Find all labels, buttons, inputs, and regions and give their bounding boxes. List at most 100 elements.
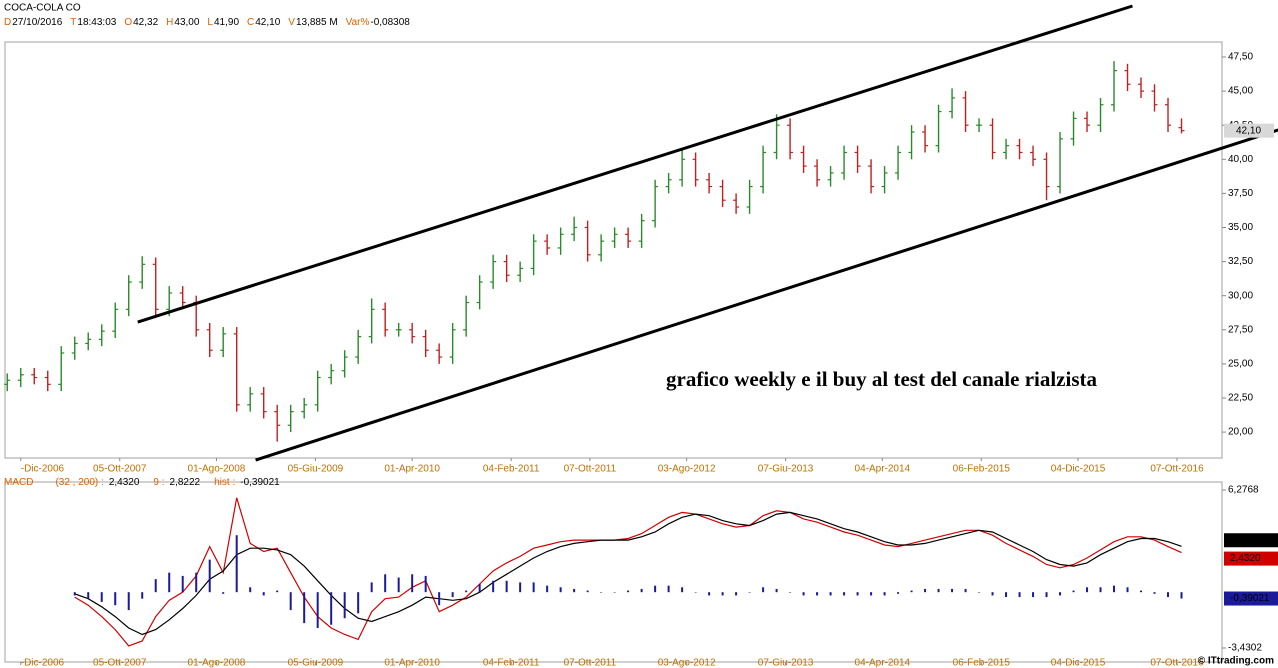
hist-bar <box>546 585 549 593</box>
hist-bar <box>802 592 805 596</box>
hist-bar <box>222 592 225 594</box>
x-tick-label: 01-Apr-2010 <box>384 464 440 475</box>
x-tick-label: -Dic-2006 <box>21 464 65 475</box>
hist-bar <box>600 592 603 593</box>
field-key: C <box>247 17 254 28</box>
hist-bar <box>1018 592 1021 598</box>
x-tick-label: 03-Ago-2012 <box>658 464 716 475</box>
y-tick-label: 20,00 <box>1228 427 1253 438</box>
hist-bar <box>492 580 495 593</box>
field-value: 42,32 <box>133 17 158 28</box>
hist-bar <box>1032 592 1035 598</box>
hist-bar <box>1045 592 1048 598</box>
hist-bar <box>1072 590 1075 593</box>
y-tick-label: 32,50 <box>1228 256 1253 267</box>
y-tick-label: 47,50 <box>1228 52 1253 63</box>
series-name: (32 , 200) : <box>55 477 103 488</box>
x-tick-label: 05-Giu-2009 <box>288 464 344 475</box>
y-tick-label: 37,50 <box>1228 188 1253 199</box>
hist-bar <box>249 587 252 593</box>
hist-bar <box>1140 590 1143 593</box>
hist-bar <box>735 592 738 596</box>
y-tick-label: 27,50 <box>1228 324 1253 335</box>
series-name: hist : <box>214 477 235 488</box>
hist-bar <box>1167 592 1170 598</box>
y-tick-label: -3,4302 <box>1228 643 1262 654</box>
header-line: D27/10/2016 T18:43:03 O42,32 H43,00 L41,90 C4… <box>4 17 410 28</box>
last-value-label: -0,39021 <box>1230 593 1270 604</box>
hist-bar <box>883 592 886 596</box>
hist-bar <box>1180 592 1183 599</box>
hist-bar <box>910 590 913 593</box>
x-tick-label: 04-Feb-2011 <box>483 658 540 668</box>
hist-bar <box>195 572 198 593</box>
hist-bar <box>465 590 468 593</box>
hist-bar <box>330 592 333 625</box>
hist-bar <box>262 592 265 596</box>
last-price-box <box>1224 123 1274 138</box>
field-value: 42,10 <box>255 17 280 28</box>
hist-bar <box>964 588 967 593</box>
series-last: 2,4320 <box>109 477 140 488</box>
hist-bar <box>897 592 900 594</box>
plot-frame <box>4 481 1223 663</box>
last-price-label: 42,10 <box>1236 125 1261 136</box>
hist-bar <box>748 592 751 593</box>
hist-bar <box>181 575 184 593</box>
macd-legend: MACD (32 , 200) : 2,4320 9 : 2,8222 hist : -0,… <box>4 477 280 488</box>
hist-bar <box>1113 585 1116 593</box>
hist-bar <box>127 592 130 611</box>
field-key: T <box>70 17 76 28</box>
series-last: 2,8222 <box>170 477 201 488</box>
hist-bar <box>924 588 927 593</box>
hist-bar <box>559 587 562 593</box>
x-tick-label: 07-Ott-2011 <box>564 658 617 668</box>
hist-bar <box>843 592 846 596</box>
series-name: 9 : <box>153 477 164 488</box>
hist-bar <box>87 592 90 599</box>
x-tick-label: 05-Giu-2009 <box>288 658 344 668</box>
hist-bar <box>978 592 981 593</box>
x-tick-label: 01-Ago-2008 <box>188 464 246 475</box>
field-value: 27/10/2016 <box>12 17 62 28</box>
x-tick-label: 01-Ago-2008 <box>188 658 246 668</box>
hist-bar <box>1059 592 1062 596</box>
y-tick-label: 6,2768 <box>1228 485 1259 496</box>
y-tick-label: 25,00 <box>1228 359 1253 370</box>
x-tick-label: 04-Feb-2011 <box>483 464 540 475</box>
hist-bar <box>708 592 711 596</box>
annotation: grafico weekly e il buy al test del cana… <box>666 367 1098 391</box>
hist-bar <box>384 574 387 593</box>
field-key: D <box>4 17 11 28</box>
x-tick-label: 04-Apr-2014 <box>855 658 911 668</box>
hist-bar <box>370 582 373 593</box>
x-tick-label: 06-Feb-2015 <box>953 464 1011 475</box>
hist-bar <box>1153 592 1156 594</box>
hist-bar <box>532 582 535 593</box>
hist-bar <box>654 585 657 593</box>
plot-frame <box>4 41 1223 459</box>
channel-line <box>255 128 1278 462</box>
x-tick-label: 06-Feb-2015 <box>953 658 1011 668</box>
hist-bar <box>1005 592 1008 598</box>
last-value-box <box>1224 533 1278 548</box>
x-tick-label: 07-Giu-2013 <box>758 658 814 668</box>
hist-bar <box>816 592 819 596</box>
hist-bar <box>343 592 346 619</box>
field-key: Var% <box>346 17 370 28</box>
hist-bar <box>154 579 157 593</box>
last-value-label: 2,8222 <box>1230 535 1261 546</box>
hist-bar <box>276 590 279 593</box>
hist-bar <box>100 592 103 602</box>
series-last: -0,39021 <box>240 477 280 488</box>
hist-bar <box>640 588 643 593</box>
hist-bar <box>762 587 765 593</box>
hist-bar <box>627 590 630 593</box>
y-tick-label: 35,00 <box>1228 222 1253 233</box>
hist-bar <box>667 585 670 593</box>
panel-title: MACD <box>4 477 33 488</box>
hist-bar <box>424 575 427 593</box>
hist-bar <box>870 592 873 596</box>
